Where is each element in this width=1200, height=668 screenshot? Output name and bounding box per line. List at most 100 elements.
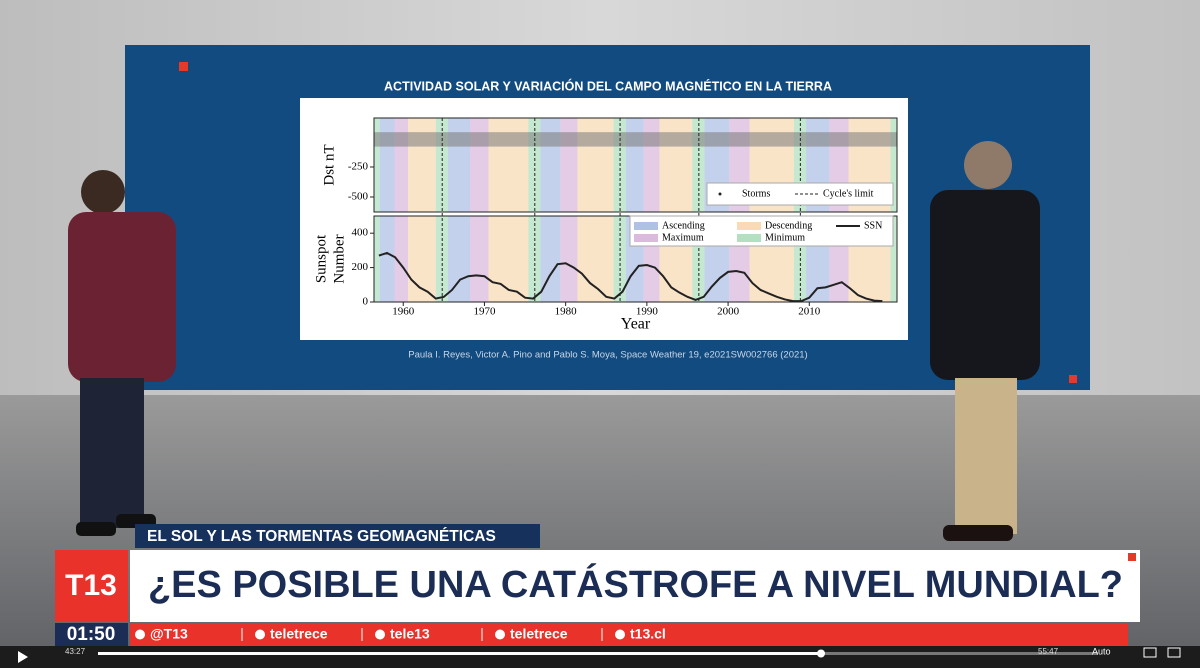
corner-marker bbox=[1069, 375, 1077, 383]
phase-stripe bbox=[540, 216, 561, 302]
phase-stripe bbox=[613, 118, 621, 212]
phase-stripe bbox=[560, 216, 578, 302]
legend-swatch bbox=[634, 234, 658, 242]
phase-stripe bbox=[800, 118, 807, 212]
x-tick-label: 1970 bbox=[473, 306, 496, 318]
phase-stripe bbox=[890, 118, 897, 212]
legend-swatch bbox=[634, 222, 658, 230]
legend-label: Maximum bbox=[662, 232, 704, 243]
phase-stripe bbox=[528, 118, 535, 212]
phase-stripe bbox=[442, 216, 448, 302]
remaining-time: 55:47 bbox=[1038, 647, 1059, 656]
phase-stripe bbox=[620, 118, 626, 212]
social-icon bbox=[255, 629, 265, 640]
phase-stripe bbox=[793, 216, 801, 302]
phase-stripe bbox=[620, 216, 626, 302]
progress-handle[interactable] bbox=[817, 649, 825, 658]
phase-stripe bbox=[613, 216, 621, 302]
y-axis-label: Number bbox=[331, 234, 347, 283]
social-link: tele13 bbox=[390, 626, 430, 642]
phase-stripe bbox=[890, 216, 897, 302]
y-axis-label: Sunspot bbox=[313, 234, 329, 283]
phase-stripe bbox=[528, 216, 535, 302]
social-link: teletrece bbox=[270, 626, 328, 642]
phase-stripe bbox=[560, 118, 578, 212]
phase-stripe bbox=[374, 216, 380, 302]
social-icon bbox=[615, 629, 625, 640]
phase-stripe bbox=[534, 216, 541, 302]
legend-box bbox=[629, 215, 894, 247]
clock-box bbox=[55, 623, 128, 646]
phase-stripe bbox=[698, 118, 705, 212]
ssn-line bbox=[378, 251, 883, 303]
phase-stripe bbox=[447, 216, 470, 302]
phase-stripe bbox=[442, 118, 448, 212]
legend-label: Descending bbox=[765, 220, 812, 231]
phase-stripe bbox=[793, 118, 801, 212]
quality-button[interactable]: Auto bbox=[1092, 646, 1111, 656]
pip-button[interactable] bbox=[1143, 647, 1157, 658]
phase-stripe bbox=[800, 216, 807, 302]
y-tick-label: -500 bbox=[348, 191, 369, 203]
phase-stripe bbox=[379, 216, 395, 302]
x-tick-label: 2010 bbox=[798, 306, 821, 318]
play-button[interactable] bbox=[18, 651, 28, 663]
social-link: t13.cl bbox=[630, 626, 666, 642]
social-links: @T13 teletrece tele13 teletrece t13.cl bbox=[135, 626, 666, 642]
corner-marker bbox=[179, 62, 188, 71]
phase-stripe bbox=[435, 216, 443, 302]
citation: Paula I. Reyes, Victor A. Pino and Pablo… bbox=[408, 350, 807, 361]
screen-title: ACTIVIDAD SOLAR Y VARIACIÓN DEL CAMPO MA… bbox=[384, 78, 832, 93]
social-bar bbox=[130, 623, 1128, 646]
phase-stripe bbox=[659, 118, 693, 212]
progress-played bbox=[98, 652, 820, 655]
legend-label: Minimum bbox=[765, 232, 805, 243]
social-link: teletrece bbox=[510, 626, 568, 642]
phase-stripe bbox=[469, 118, 489, 212]
phase-stripe bbox=[447, 118, 470, 212]
social-icon bbox=[135, 629, 145, 640]
phase-stripe bbox=[534, 118, 541, 212]
logo-box bbox=[55, 550, 128, 622]
phase-stripe bbox=[374, 118, 380, 212]
phase-stripe bbox=[577, 216, 614, 302]
phase-stripe bbox=[488, 216, 529, 302]
logo: T13 bbox=[65, 569, 117, 602]
x-tick-label: 1990 bbox=[636, 306, 659, 318]
y-tick-label: 200 bbox=[352, 261, 369, 273]
corner-marker bbox=[1128, 553, 1136, 561]
phase-stripe bbox=[625, 118, 644, 212]
legend-marker bbox=[718, 192, 722, 196]
headline-box bbox=[130, 550, 1140, 622]
x-tick-label: 2000 bbox=[717, 306, 740, 318]
chart: 1960 1970 1980 1990 2000 2010 -250 -500 0 200 400 Y… bbox=[313, 117, 898, 333]
legend-label: Ascending bbox=[662, 220, 705, 231]
phase-stripe bbox=[692, 118, 699, 212]
legend-label: Storms bbox=[742, 188, 770, 199]
legend-label: SSN bbox=[864, 220, 882, 231]
phase-stripe bbox=[394, 118, 409, 212]
phase-stripe bbox=[408, 118, 436, 212]
legend-swatch bbox=[737, 234, 761, 242]
kicker-box bbox=[135, 524, 540, 548]
y-tick-label: 0 bbox=[363, 296, 369, 308]
x-tick-label: 1980 bbox=[555, 306, 578, 318]
elapsed-time: 43:27 bbox=[65, 647, 86, 656]
phase-stripe bbox=[540, 118, 561, 212]
presenter-left bbox=[68, 170, 176, 536]
phase-stripe bbox=[692, 216, 699, 302]
social-link: @T13 bbox=[150, 626, 188, 642]
plot-frame bbox=[373, 117, 898, 213]
fullscreen-button[interactable] bbox=[1167, 647, 1181, 658]
y-tick-label: -250 bbox=[348, 161, 369, 173]
player-controls bbox=[0, 646, 1200, 668]
phase-stripe bbox=[698, 216, 705, 302]
x-tick-label: 1960 bbox=[392, 306, 415, 318]
phase-stripe bbox=[435, 118, 443, 212]
x-axis-label: Year bbox=[621, 316, 651, 333]
y-tick-label: 400 bbox=[352, 227, 369, 239]
kicker: EL SOL Y LAS TORMENTAS GEOMAGNÉTICAS bbox=[147, 528, 496, 545]
headline: ¿ES POSIBLE UNA CATÁSTROFE A NIVEL MUNDI… bbox=[148, 562, 1123, 606]
